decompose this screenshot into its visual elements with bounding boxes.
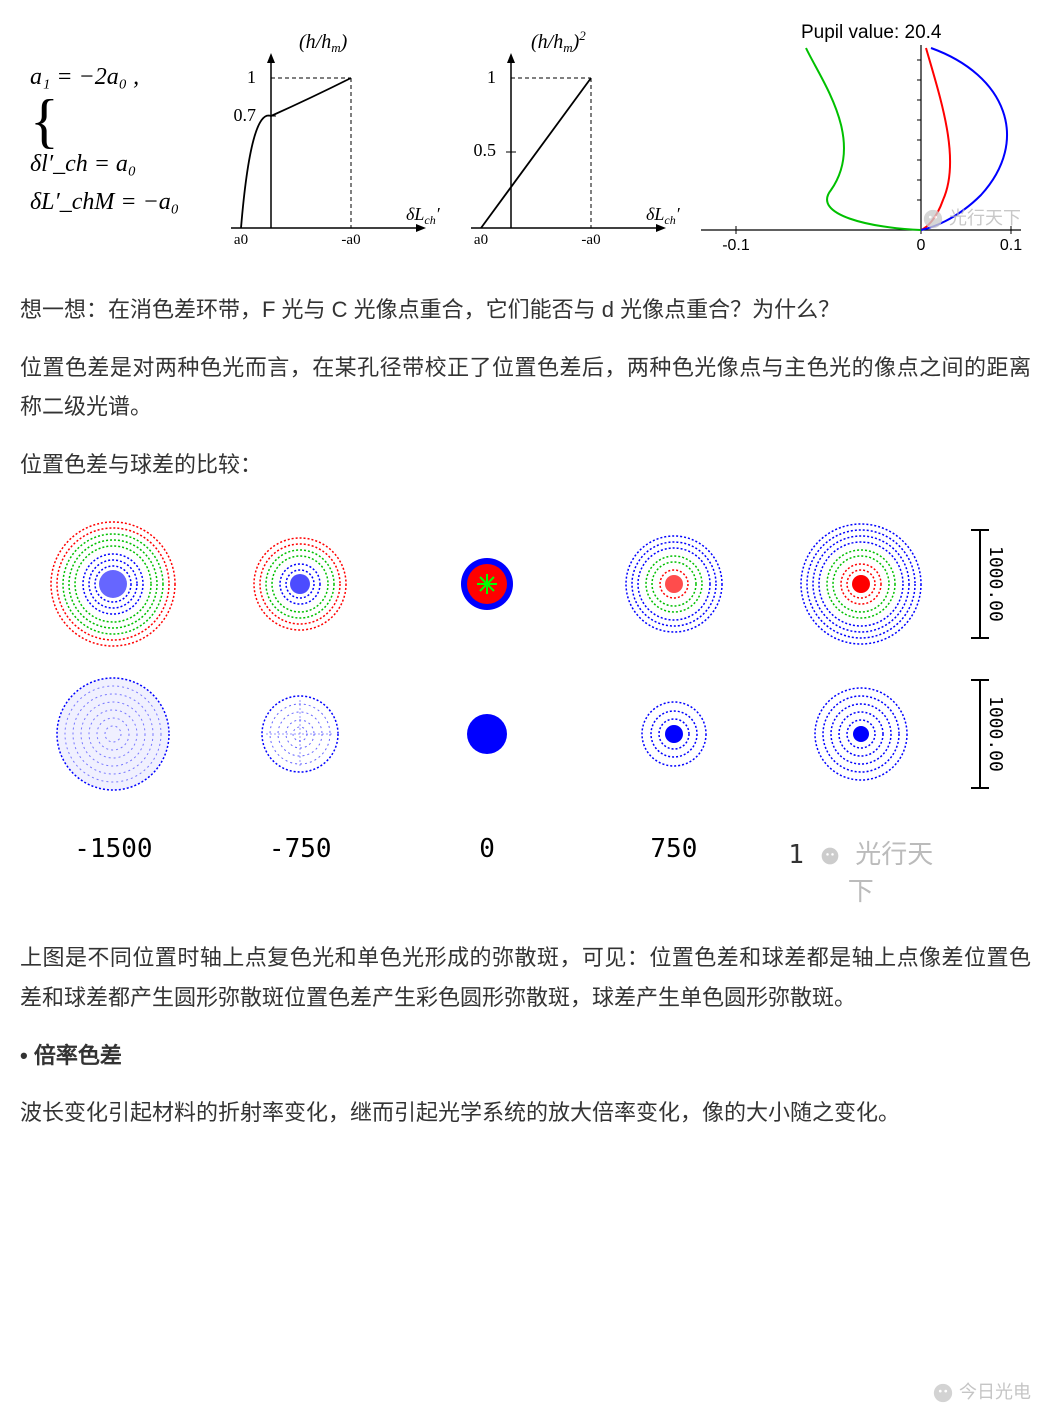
defocus-label-4: 1 光行天下 — [781, 834, 941, 908]
graph2-ylabel: (h/hm)2 — [531, 28, 586, 55]
watermark-footer: 今日光电 — [932, 1378, 1031, 1404]
spot-chromatic-2 — [407, 514, 567, 654]
svg-text:1: 1 — [487, 67, 496, 87]
defocus-label-0: -1500 — [33, 834, 193, 908]
svg-text:a0: a0 — [234, 232, 248, 248]
para-summary: 上图是不同位置时轴上点复色光和单色光形成的弥散斑，可见：位置色差和球差都是轴上点… — [20, 938, 1031, 1017]
eq-line2: δl′_ch = a₀ — [30, 145, 179, 183]
spot-row-chromatic: 1000.00 — [20, 514, 1031, 654]
defocus-label-2: 0 — [407, 834, 567, 908]
brace-icon: { — [30, 97, 59, 145]
svg-text:-0.1: -0.1 — [722, 237, 750, 254]
para-magnification: 波长变化引起材料的折射率变化，继而引起光学系统的放大倍率变化，像的大小随之变化。 — [20, 1093, 1031, 1133]
top-figure-row: a₁ = −2a₀ , { δl′_ch = a₀ δL′_chM = −a₀ … — [20, 20, 1031, 260]
graph1: (h/hm) 1 0.7 a0 -a0 δLch′ — [211, 28, 441, 253]
spot-chromatic-3 — [594, 514, 754, 654]
defocus-label-3: 750 — [594, 834, 754, 908]
spot-row-spherical: 1000.00 — [20, 664, 1031, 804]
spot-spherical-2 — [407, 664, 567, 804]
wechat-icon — [932, 1382, 954, 1404]
color-graph-title: Pupil value: 20.4 — [801, 22, 942, 43]
svg-text:1: 1 — [247, 67, 256, 87]
svg-text:-a0: -a0 — [341, 232, 360, 248]
color-graph: Pupil value: 20.4 -0.1 0 0.1 — [691, 20, 1031, 260]
svg-text:δLch′: δLch′ — [646, 204, 681, 227]
svg-text:0: 0 — [917, 237, 926, 254]
eq-line3: δL′_chM = −a₀ — [30, 183, 179, 221]
scale-bar-2: 1000.00 — [968, 679, 1018, 789]
watermark-top: 光行天下 — [922, 204, 1021, 230]
svg-text:0.5: 0.5 — [474, 140, 497, 160]
bullet-heading: • 倍率色差 — [20, 1036, 1031, 1076]
spot-spherical-3 — [594, 664, 754, 804]
para-define: 位置色差是对两种色光而言，在某孔径带校正了位置色差后，两种色光像点与主色光的像点… — [20, 348, 1031, 427]
spot-chromatic-4 — [781, 514, 941, 654]
svg-text:0.7: 0.7 — [234, 105, 257, 125]
defocus-label-1: -750 — [220, 834, 380, 908]
wechat-icon — [820, 846, 840, 866]
spot-diagram-grid: 1000.00 — [20, 514, 1031, 908]
spot-spherical-1 — [220, 664, 380, 804]
defocus-axis-row: -1500 -750 0 750 1 光行天下 — [20, 834, 1031, 908]
scale-bar-1: 1000.00 — [968, 529, 1018, 639]
para-compare: 位置色差与球差的比较： — [20, 445, 1031, 485]
wechat-icon — [922, 208, 944, 230]
svg-text:δLch′: δLch′ — [406, 204, 441, 227]
spot-chromatic-1 — [220, 514, 380, 654]
para-question: 想一想：在消色差环带，F 光与 C 光像点重合，它们能否与 d 光像点重合？为什… — [20, 290, 1031, 330]
equations-block: a₁ = −2a₀ , { δl′_ch = a₀ δL′_chM = −a₀ — [20, 58, 201, 221]
spot-spherical-4 — [781, 664, 941, 804]
svg-text:a0: a0 — [474, 232, 488, 248]
spot-spherical-0 — [33, 664, 193, 804]
spot-chromatic-0 — [33, 514, 193, 654]
graph2: (h/hm)2 1 0.5 a0 -a0 δLch′ — [451, 28, 681, 253]
graph1-ylabel: (h/hm) — [299, 31, 348, 55]
svg-text:-a0: -a0 — [581, 232, 600, 248]
svg-text:0.1: 0.1 — [1000, 237, 1022, 254]
